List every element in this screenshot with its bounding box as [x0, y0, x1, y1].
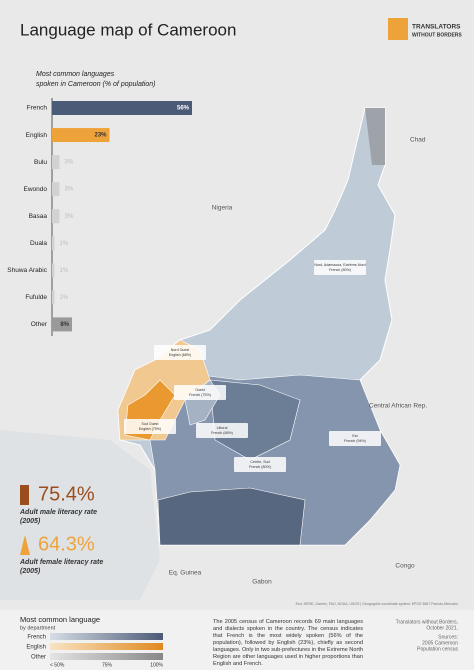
value-label: 1% — [60, 268, 69, 274]
category-label: Duala — [30, 240, 47, 247]
logo-text: TRANSLATORS — [412, 24, 461, 31]
bar — [52, 236, 55, 251]
region-label: Nord Ouest — [171, 348, 189, 352]
value-label: 8% — [60, 322, 69, 328]
category-label: Shuwa Arabic — [7, 267, 47, 274]
chart-title: Most common languages — [36, 71, 115, 78]
legend-subtitle: by department — [20, 625, 56, 631]
logo-text: WITHOUT BORDERS — [412, 32, 462, 38]
region-label-box — [234, 457, 286, 472]
category-label: Basaa — [29, 213, 48, 220]
legend-item: French — [27, 635, 46, 641]
category-label: Other — [31, 321, 48, 328]
value-label: 23% — [94, 133, 107, 139]
literacy-figure: 64.3% — [38, 533, 95, 555]
region-label-box — [196, 423, 248, 438]
legend-item: English — [26, 645, 46, 651]
legend-scale: 75% — [102, 662, 113, 668]
region-label: Nord, Adamaoua, Extrême-Nord — [314, 263, 365, 267]
logo-icon — [388, 18, 408, 40]
legend-scale: < 50% — [50, 662, 65, 668]
credit: Sources: — [438, 634, 458, 640]
region-label-box — [124, 419, 176, 434]
value-label: 1% — [60, 295, 69, 301]
chart-title: spoken in Cameroon (% of population) — [36, 81, 155, 88]
region-label: Est — [352, 434, 357, 438]
credits: Translators without Borders,October 2021… — [396, 619, 459, 652]
region-label: French (94%) — [344, 439, 366, 443]
country-label: Chad — [410, 137, 426, 144]
value-label: 3% — [65, 160, 74, 166]
bar — [52, 155, 60, 170]
department — [209, 379, 301, 461]
region-label-box — [154, 345, 206, 360]
region-label: French (75%) — [189, 393, 211, 397]
credit: Translators without Borders, — [396, 619, 458, 625]
country-label: Gabon — [252, 579, 272, 586]
note: The 2005 census of Cameroon records 69 m… — [213, 619, 363, 667]
bar — [52, 263, 55, 278]
value-label: 1% — [60, 241, 69, 247]
category-label: Bulu — [34, 159, 47, 166]
male-icon — [20, 485, 29, 505]
legend-item: Other — [31, 655, 46, 661]
region-label: French (80%) — [249, 465, 271, 469]
literacy-label: Adult female literacy rate — [19, 559, 103, 566]
bar — [52, 101, 192, 115]
bar — [52, 209, 60, 224]
legend-title: Most common language — [20, 615, 100, 624]
bar — [52, 182, 60, 197]
country-label: Nigeria — [212, 205, 233, 212]
country-label: Central African Rep. — [369, 403, 427, 410]
category-label: Ewondo — [24, 186, 48, 193]
region-label: English (75%) — [139, 427, 161, 431]
category-label: English — [26, 132, 48, 139]
literacy-figure: 75.4% — [38, 483, 95, 505]
credit: 2005 Cameroon — [422, 640, 458, 646]
attribution: Esri, HERE, Garmin, FAO, NOAA, USGS | Ge… — [296, 602, 459, 606]
value-label: 3% — [65, 187, 74, 193]
bar — [52, 317, 72, 332]
country-label: Congo — [395, 563, 415, 570]
region-label: French (80%) — [329, 268, 351, 272]
region-label-box — [174, 385, 226, 400]
region-label: English (68%) — [169, 353, 191, 357]
value-label: 56% — [177, 106, 190, 112]
region-label: Ouest — [195, 388, 205, 392]
country-label: Eq. Guinea — [169, 570, 202, 577]
credit: October 2021. — [426, 625, 458, 631]
title: Language map of Cameroon — [20, 20, 236, 39]
region-label-box — [314, 260, 366, 275]
bar — [52, 290, 55, 305]
legend-scale: 100% — [150, 662, 163, 668]
bar — [52, 128, 110, 143]
legend-swatch — [50, 633, 163, 640]
female-icon — [20, 535, 30, 555]
category-label: French — [27, 105, 48, 112]
department — [157, 487, 306, 546]
region-label: French (68%) — [211, 431, 233, 435]
credit: Population census — [417, 646, 458, 652]
region-label: Sud Ouest — [142, 422, 159, 426]
value-label: 3% — [65, 214, 74, 220]
literacy-label: (2005) — [20, 568, 41, 575]
region-label: Centre, Sud — [250, 460, 269, 464]
region-label: Littoral — [217, 426, 228, 430]
region-label-box — [329, 431, 381, 446]
legend-swatch — [50, 643, 163, 650]
literacy-label: Adult male literacy rate — [19, 509, 97, 516]
department — [365, 108, 385, 165]
sea — [0, 430, 160, 600]
legend-swatch — [50, 653, 163, 660]
literacy-label: (2005) — [20, 518, 41, 525]
category-label: Fufulde — [25, 294, 47, 301]
